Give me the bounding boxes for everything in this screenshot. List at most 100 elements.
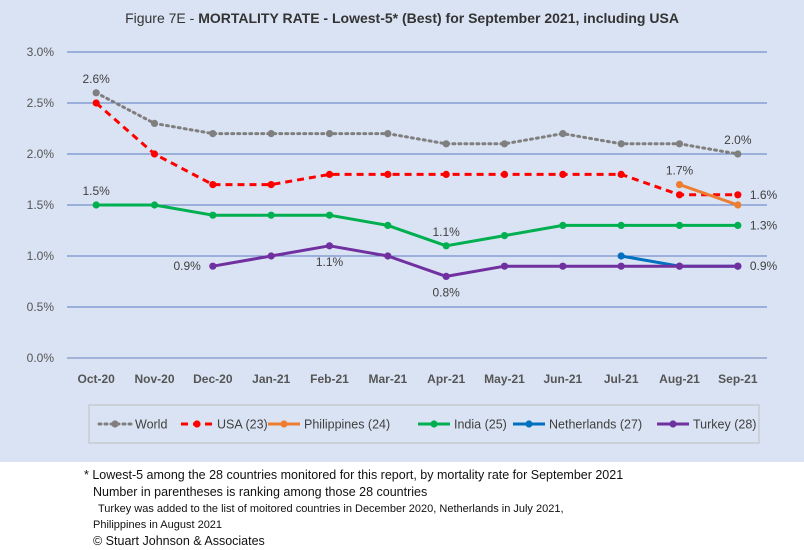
data-point — [384, 221, 392, 229]
data-point — [675, 191, 684, 199]
legend-swatch-marker — [111, 420, 119, 428]
legend-label: USA (23) — [217, 418, 268, 432]
data-point — [617, 170, 625, 178]
y-tick-label: 1.0% — [27, 249, 55, 263]
chart-title: Figure 7E - MORTALITY RATE - Lowest-5* (… — [0, 10, 804, 26]
data-point — [734, 221, 742, 229]
data-point — [150, 201, 159, 209]
data-point — [150, 150, 159, 158]
data-point — [442, 242, 450, 250]
data-point — [267, 252, 275, 260]
legend-label: Philippines (24) — [304, 418, 390, 432]
x-tick-label: Jul-21 — [604, 372, 639, 386]
data-point — [500, 262, 509, 270]
line-chart: 0.0% 0.5% 1.0% 1.5% 2.0% 2.5% 3.0% Oct-20 Nov-20… — [27, 45, 778, 444]
data-point — [675, 262, 684, 270]
data-point — [209, 130, 217, 138]
data-point — [209, 181, 217, 189]
series-line — [94, 91, 740, 156]
data-point — [734, 201, 742, 209]
data-point — [267, 130, 275, 138]
data-point — [500, 170, 509, 178]
x-tick-label: May-21 — [484, 372, 525, 386]
footnote-ranking: Number in parentheses is ranking among t… — [93, 485, 428, 499]
y-tick-label: 1.5% — [27, 198, 55, 212]
y-tick-label: 0.0% — [27, 351, 55, 365]
data-point — [675, 221, 684, 229]
y-tick-label: 2.5% — [27, 96, 55, 110]
data-label: 1.3% — [750, 218, 778, 232]
y-tick-label: 3.0% — [27, 45, 55, 59]
data-label: 1.7% — [666, 164, 694, 178]
data-point — [384, 252, 392, 260]
data-point — [267, 211, 275, 219]
x-tick-label: Nov-20 — [134, 372, 174, 386]
data-point — [442, 170, 450, 178]
footnote-philippines: Philippines in August 2021 — [93, 519, 223, 531]
series-line — [679, 183, 739, 207]
data-point — [500, 232, 509, 240]
legend-label: Netherlands (27) — [549, 418, 642, 432]
data-label: 1.6% — [750, 188, 778, 202]
x-tick-label: Mar-21 — [368, 372, 407, 386]
legend-swatch-marker — [525, 420, 533, 428]
data-point — [209, 211, 217, 219]
data-label: 2.0% — [724, 133, 752, 147]
data-point — [617, 140, 625, 148]
y-tick-label: 0.5% — [27, 300, 55, 314]
data-point — [442, 272, 450, 280]
chart-title-main: MORTALITY RATE - Lowest-5* (Best) for Se… — [198, 10, 679, 26]
data-point — [92, 89, 100, 97]
data-point — [384, 170, 392, 178]
series-line — [96, 203, 738, 248]
x-tick-label: Feb-21 — [310, 372, 349, 386]
x-tick-label: Sep-21 — [718, 372, 758, 386]
legend-swatch-marker — [193, 420, 201, 428]
data-point — [617, 221, 625, 229]
data-point — [675, 140, 684, 148]
data-label: 1.1% — [316, 255, 344, 269]
data-label: 2.6% — [82, 72, 110, 86]
footnotes: * Lowest-5 among the 28 countries monito… — [84, 467, 784, 550]
legend-label: India (25) — [454, 418, 507, 432]
data-point — [384, 130, 392, 138]
data-point — [734, 150, 742, 158]
legend-swatch-marker — [669, 420, 677, 428]
legend-label: World — [135, 418, 167, 432]
data-point — [559, 170, 567, 178]
data-point — [209, 262, 217, 270]
legend-swatch-marker — [280, 420, 288, 428]
data-point — [734, 262, 742, 270]
x-tick-label: Oct-20 — [77, 372, 115, 386]
data-point — [559, 262, 567, 270]
footnote-added-countries: Turkey was added to the list of moitored… — [98, 503, 564, 515]
data-point — [325, 130, 334, 138]
legend-label: Turkey (28) — [693, 418, 756, 432]
data-point — [325, 170, 334, 178]
chart-panel: Figure 7E - MORTALITY RATE - Lowest-5* (… — [0, 0, 804, 462]
data-point — [617, 252, 625, 260]
legend-swatch-marker — [430, 420, 438, 428]
x-tick-label: Jun-21 — [543, 372, 582, 386]
data-point — [675, 181, 684, 189]
data-point — [500, 140, 509, 148]
series-line — [212, 244, 738, 278]
data-point — [150, 119, 159, 127]
x-tick-label: Dec-20 — [193, 372, 233, 386]
x-tick-label: Apr-21 — [427, 372, 465, 386]
data-point — [617, 262, 625, 270]
data-point — [267, 181, 275, 189]
copyright-notice: © Stuart Johnson & Associates — [93, 534, 265, 548]
chart-title-prefix: Figure 7E - — [125, 10, 199, 26]
x-tick-label: Jan-21 — [252, 372, 290, 386]
data-point — [442, 140, 450, 148]
data-label: 0.9% — [750, 259, 778, 273]
data-label: 0.8% — [432, 285, 460, 299]
data-point — [325, 211, 334, 219]
data-label: 0.9% — [173, 259, 201, 273]
data-point — [734, 191, 742, 199]
data-label: 1.5% — [82, 184, 110, 198]
data-point — [92, 201, 100, 209]
data-label: 1.1% — [432, 225, 460, 239]
data-point — [325, 242, 334, 250]
